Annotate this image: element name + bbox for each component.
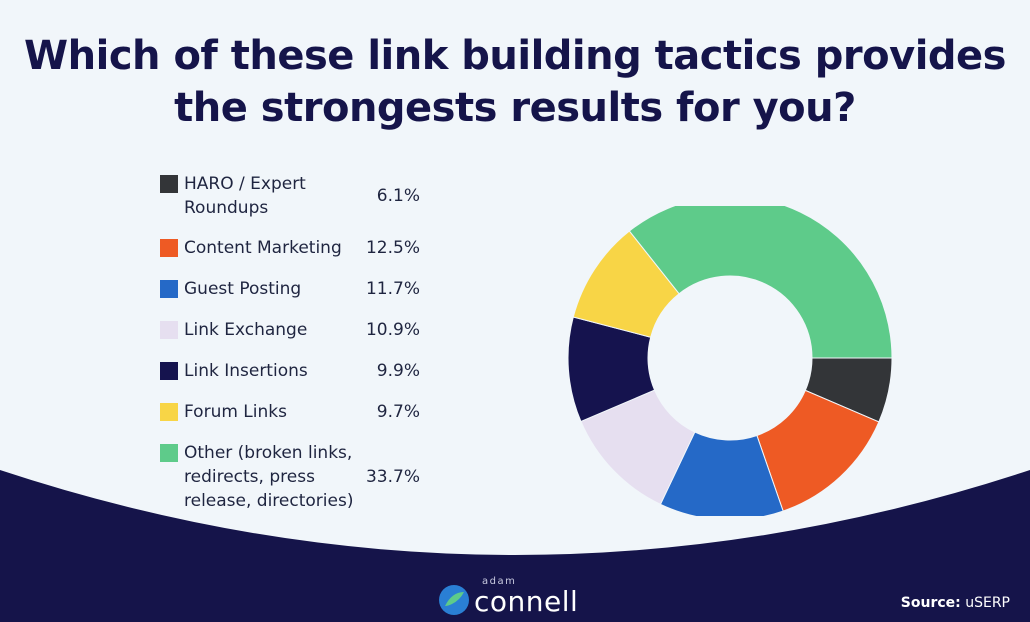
legend-label-link-insertions: Link Insertions (184, 361, 308, 381)
chart-title-line-1: Which of these link building tactics pro… (24, 33, 1006, 79)
legend-swatch-forum-links (160, 403, 178, 421)
legend-label-haro: HARO / Expert Roundups (184, 174, 306, 218)
adam-connell-logo: adam connell (438, 576, 598, 618)
legend-swatch-content-marketing (160, 239, 178, 257)
logo-small-text: adam (482, 576, 517, 587)
legend-value-forum-links: 9.7% (376, 402, 420, 422)
legend-value-link-exchange: 10.9% (365, 320, 420, 340)
legend-label-forum-links: Forum Links (184, 402, 287, 422)
legend-swatch-haro (160, 175, 178, 193)
legend-swatch-other (160, 444, 178, 462)
source-label: Source: (900, 595, 961, 611)
legend-value-content-marketing: 12.5% (365, 238, 420, 258)
footer-wave (0, 470, 1030, 622)
source-note: Source: uSERP (901, 595, 1010, 611)
legend-label-other: Other (broken links, redirects, press re… (184, 443, 354, 511)
logo-word-text: connell (474, 585, 579, 618)
legend-swatch-link-exchange (160, 321, 178, 339)
legend-label-guest-posting: Guest Posting (184, 279, 302, 299)
chart-title-line-2: the strongests results for you? (174, 85, 856, 131)
legend-value-link-insertions: 9.9% (376, 361, 420, 381)
legend-swatch-guest-posting (160, 280, 178, 298)
chart-title: Which of these link building tactics pro… (0, 30, 1030, 134)
legend-value-haro: 6.1% (376, 186, 420, 206)
donut-chart (567, 206, 893, 516)
source-value: uSERP (965, 595, 1010, 611)
legend-swatch-link-insertions (160, 362, 178, 380)
legend-value-other: 33.7% (365, 467, 420, 487)
logo-mark-icon (439, 585, 469, 615)
donut-slice-other (628, 206, 893, 359)
legend-label-content-marketing: Content Marketing (184, 238, 342, 258)
legend-label-link-exchange: Link Exchange (184, 320, 308, 340)
legend-value-guest-posting: 11.7% (365, 279, 420, 299)
